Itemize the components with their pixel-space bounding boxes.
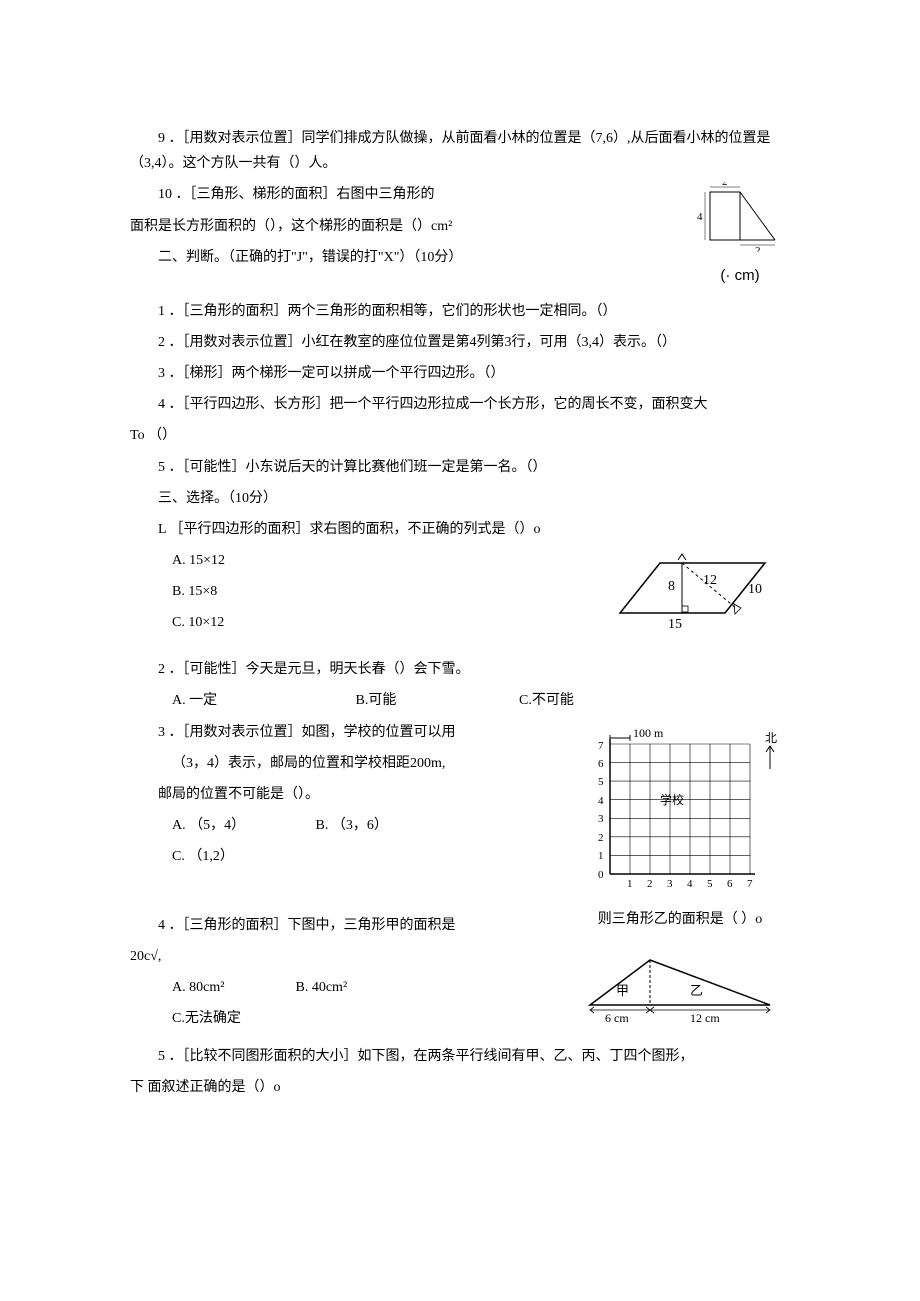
s3-q5-line2: 下 面叙述正确的是（）o	[130, 1075, 790, 1100]
svg-text:4: 4	[598, 795, 604, 807]
s3-q1-text: L ［平行四边形的面积］求右图的面积，不正确的列式是（）o	[130, 517, 790, 542]
svg-text:8: 8	[668, 579, 675, 594]
svg-text:6 cm: 6 cm	[605, 1011, 629, 1025]
s3-q4-right-text: 则三角形乙的面积是（ ）o	[570, 907, 790, 932]
svg-text:2: 2	[647, 878, 653, 890]
svg-text:15: 15	[668, 617, 682, 632]
svg-text:7: 7	[598, 740, 604, 752]
svg-text:0: 0	[598, 869, 604, 881]
svg-text:3: 3	[667, 878, 673, 890]
svg-text:12 cm: 12 cm	[690, 1011, 720, 1025]
svg-text:100 m: 100 m	[633, 726, 664, 740]
s3-q5-line1: 5 ．［比较不同图形面积的大小］如下图，在两条平行线间有甲、乙、丙、丁四个图形，	[130, 1044, 790, 1069]
figure-s3-q4: 甲 乙 6 cm 12 cm	[580, 950, 780, 1025]
svg-text:6: 6	[598, 758, 604, 770]
svg-text:12: 12	[703, 573, 717, 588]
svg-text:北: 北	[765, 731, 777, 745]
s3-q2-optB: B.可能	[356, 688, 516, 713]
svg-text:学校: 学校	[660, 792, 684, 807]
s3-q4-optA: A. 80cm²	[172, 975, 292, 1000]
figure-s3-q3: 100 m 北 学校 0 1 2 3 4 5 6 7 1 2 3 4 5 6 7	[580, 724, 790, 903]
figure-q10-unit: (· cm)	[690, 262, 790, 289]
svg-text:1: 1	[598, 850, 604, 862]
svg-text:2: 2	[722, 182, 728, 188]
s2-q3: 3 ．［梯形］两个梯形一定可以拼成一个平行四边形。（）	[130, 361, 790, 386]
s3-q2-optC: C.不可能	[519, 688, 574, 713]
svg-text:6: 6	[727, 878, 733, 890]
s2-q2: 2 ．［用数对表示位置］小红在教室的座位位置是第4列第3行，可用（3,4）表示。…	[130, 330, 790, 355]
svg-text:5: 5	[598, 776, 604, 788]
svg-text:4: 4	[697, 211, 703, 223]
s3-q4-optB: B. 40cm²	[296, 975, 348, 1000]
figure-s3-q1: 8 12 10 15	[590, 548, 790, 647]
svg-text:乙: 乙	[690, 983, 703, 998]
s2-q4a: 4 ．［平行四边形、长方形］把一个平行四边形拉成一个长方形，它的周长不变，面积变…	[130, 392, 790, 417]
svg-text:1: 1	[627, 878, 633, 890]
s2-q1: 1 ．［三角形的面积］两个三角形的面积相等，它们的形状也一定相同。（）	[130, 299, 790, 324]
figure-q10: 2 4 2 (· cm)	[690, 182, 790, 288]
svg-text:2: 2	[755, 245, 761, 252]
svg-text:7: 7	[747, 878, 753, 890]
s2-q4b: To （）	[130, 423, 790, 448]
s3-q3-optA: A. （5，4）	[172, 813, 312, 838]
svg-text:10: 10	[748, 582, 762, 597]
s3-q4-right-block: 则三角形乙的面积是（ ）o 甲 乙 6 cm 12 cm	[570, 907, 790, 1034]
s3-q4-optC: C.无法确定	[172, 1006, 241, 1031]
svg-text:2: 2	[598, 832, 604, 844]
s3-q2-opts: A. 一定 B.可能 C.不可能	[130, 688, 790, 713]
s3-q3-optB: B. （3，6）	[316, 813, 388, 838]
svg-text:3: 3	[598, 813, 604, 825]
svg-text:4: 4	[687, 878, 693, 890]
s3-q2-text: 2 ．［可能性］今天是元旦，明天长春（）会下雪。	[130, 657, 790, 682]
svg-text:5: 5	[707, 878, 713, 890]
s2-q5: 5 ．［可能性］小东说后天的计算比赛他们班一定是第一名。（）	[130, 455, 790, 480]
svg-text:甲: 甲	[616, 983, 629, 998]
s3-q3-optC: C. （1,2）	[172, 844, 234, 869]
section-3-title: 三、选择。（10分）	[130, 486, 790, 511]
s3-q2-optA: A. 一定	[172, 688, 352, 713]
question-9: 9 ．［用数对表示位置］同学们排成方队做操，从前面看小林的位置是（7,6）,从后…	[130, 126, 790, 176]
